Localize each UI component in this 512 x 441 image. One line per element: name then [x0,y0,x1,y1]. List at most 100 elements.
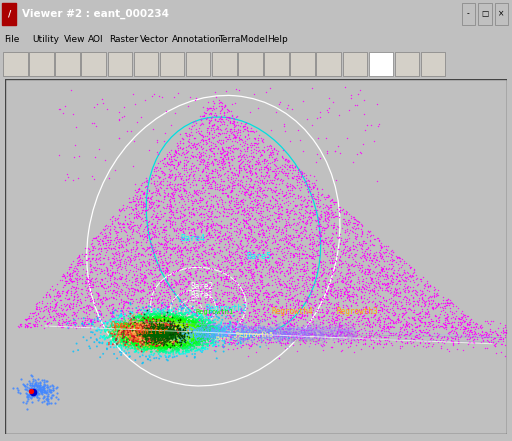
Point [159,338,167,345]
Point [168,316,176,323]
Point [49,385,57,392]
Point [156,321,164,328]
Point [28,392,36,400]
Point [132,331,140,338]
Point [199,151,207,158]
Point [179,329,187,336]
Point [100,240,109,247]
Point [149,316,157,323]
Point [167,333,175,340]
Point [124,322,133,329]
Point [60,301,69,308]
Point [163,331,172,338]
Point [144,336,152,344]
Point [275,205,283,212]
Point [124,329,132,336]
Point [92,235,100,242]
Point [182,339,190,346]
Point [346,323,354,330]
Point [152,192,160,199]
Point [14,389,22,396]
Point [193,333,201,340]
Point [123,331,131,338]
Point [385,308,393,315]
Point [221,326,229,333]
Point [267,264,275,271]
Point [220,234,228,241]
Point [282,219,290,226]
Point [332,333,340,340]
Point [470,323,478,330]
Point [129,321,137,328]
Point [188,321,197,329]
Point [170,312,179,319]
Point [252,299,260,306]
Point [225,242,233,249]
Point [148,328,156,335]
Point [158,336,166,344]
Point [255,297,263,304]
Point [281,330,289,337]
Point [301,328,309,335]
Point [296,333,305,340]
Point [377,326,385,333]
Bar [462,4,475,25]
Point [295,325,303,332]
Point [305,334,313,341]
Point [215,250,223,257]
Point [181,295,189,302]
Point [183,321,191,328]
Point [154,340,162,348]
Point [162,348,170,355]
Point [185,131,194,138]
Point [189,334,197,341]
Point [148,327,156,334]
Point [176,317,184,324]
Point [308,209,316,216]
Point [225,321,233,329]
Point [152,317,160,324]
Point [357,253,366,260]
Point [187,333,196,340]
Point [135,330,143,337]
Point [118,303,126,310]
Point [147,342,156,349]
Point [191,189,200,196]
Point [145,323,154,330]
Point [88,172,96,179]
Point [113,269,121,276]
Point [383,281,391,288]
Point [182,333,190,340]
Point [174,324,182,331]
Point [29,389,37,396]
Point [143,320,151,327]
Point [137,323,145,330]
Point [316,324,324,331]
Point [209,336,218,343]
Point [275,190,283,197]
Point [126,336,135,343]
Point [189,328,198,335]
Point [136,336,144,344]
Point [131,286,139,293]
Point [135,337,143,344]
Point [178,303,186,310]
Point [323,333,331,340]
Point [303,322,311,329]
Point [188,325,197,332]
Point [302,254,310,261]
Point [170,325,178,333]
Point [163,327,171,334]
Point [348,228,356,235]
Point [241,306,249,314]
Point [214,272,222,279]
Point [214,329,222,336]
Point [107,339,115,346]
Point [174,332,182,339]
Point [170,174,179,181]
Point [355,306,364,314]
Point [250,235,258,242]
Point [151,338,159,345]
Point [169,332,177,339]
Point [205,146,213,153]
